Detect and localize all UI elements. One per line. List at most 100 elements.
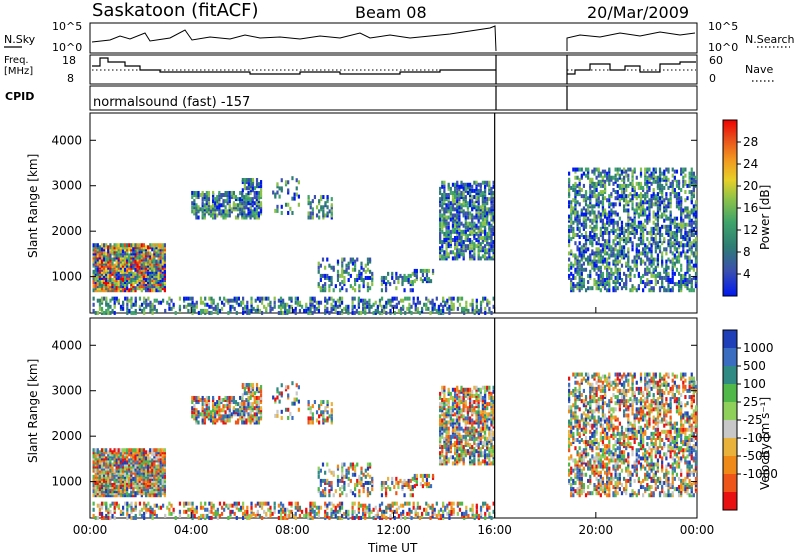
power-cell [144, 282, 148, 287]
power-cell [471, 298, 474, 303]
power-cell [199, 310, 203, 315]
velocity-cell [153, 470, 156, 475]
power-cell [629, 278, 632, 282]
power-cell [153, 251, 156, 256]
power-cell [591, 208, 594, 213]
power-cell [153, 271, 156, 276]
velocity-cell [142, 489, 146, 494]
velocity-cell [140, 493, 143, 498]
power-cell [631, 173, 634, 178]
power-cell [253, 209, 256, 214]
velocity-cell [111, 485, 114, 490]
velocity-cell [274, 397, 277, 402]
velocity-cell [236, 420, 240, 425]
power-cell [204, 310, 207, 315]
power-cell [96, 257, 99, 262]
power-cell [633, 208, 636, 213]
velocity-cell [92, 493, 95, 498]
power-cell [347, 278, 350, 282]
power-cell [149, 263, 152, 268]
power-cell [307, 199, 310, 204]
power-cell [449, 242, 452, 247]
power-cell [458, 296, 462, 301]
power-cell [354, 259, 357, 264]
power-cell [117, 251, 120, 256]
power-cell [317, 265, 320, 270]
power-cell [94, 269, 97, 274]
power-cell [418, 310, 422, 315]
power-cell [690, 218, 693, 223]
power-cell [362, 308, 365, 313]
power-cell [584, 247, 588, 252]
power-cell [694, 224, 698, 229]
power-cell [599, 192, 602, 197]
power-cell [690, 265, 693, 270]
velocity-cell [253, 418, 256, 423]
power-cell [96, 271, 99, 276]
power-cell [134, 243, 137, 248]
power-cell [671, 286, 674, 291]
power-cell [451, 182, 455, 187]
power-cell [320, 195, 323, 200]
velocity-cell [326, 410, 329, 415]
power-cell [656, 202, 660, 207]
power-cell [128, 280, 131, 285]
power-cell [680, 284, 683, 289]
power-cell [98, 245, 102, 250]
power-cell [239, 197, 242, 202]
power-cell [442, 308, 445, 313]
power-cell [142, 284, 146, 289]
power-cell [587, 171, 590, 176]
power-cell [603, 230, 607, 235]
power-cell [362, 278, 365, 282]
power-cell [574, 214, 577, 219]
power-cell [456, 298, 459, 303]
power-cell [610, 202, 613, 207]
power-cell [115, 275, 118, 280]
power-cell [637, 212, 640, 217]
velocity-cell [326, 480, 329, 485]
power-cell [244, 306, 247, 311]
power-cell [488, 300, 491, 305]
power-cell [597, 192, 600, 197]
power-cell [572, 198, 575, 203]
velocity-cell [203, 418, 206, 423]
power-cell [142, 265, 146, 270]
power-cell [597, 196, 600, 201]
power-cell [669, 181, 672, 186]
power-cell [136, 245, 139, 250]
power-cell [232, 195, 236, 200]
power-cell [245, 197, 248, 202]
power-cell [673, 239, 676, 244]
power-cell [151, 265, 154, 270]
power-cell [255, 201, 258, 206]
power-cell [677, 241, 681, 246]
velocity-cell [100, 476, 104, 481]
velocity-cell [280, 393, 283, 398]
power-cell [591, 251, 594, 256]
velocity-cell [276, 387, 279, 392]
power-cell [669, 220, 672, 225]
power-cell [492, 225, 495, 230]
velocity-cell [307, 404, 310, 409]
velocity-cell [105, 468, 108, 473]
power-cell [656, 243, 660, 248]
power-cell [488, 211, 491, 216]
velocity-cell [115, 483, 118, 487]
power-cell [288, 296, 291, 301]
power-cell [113, 263, 116, 268]
power-cell [136, 261, 139, 266]
power-cell [103, 245, 106, 250]
velocity-cell [251, 402, 254, 407]
velocity-cell [113, 452, 116, 457]
power-cell [441, 215, 444, 220]
power-cell [684, 190, 687, 195]
power-cell [688, 222, 691, 227]
power-cell [466, 205, 470, 210]
velocity-cell [226, 406, 229, 411]
power-cell [589, 233, 592, 237]
power-cell [669, 212, 672, 217]
power-cell [197, 195, 200, 200]
power-cell [648, 280, 651, 285]
power-cell [187, 296, 190, 301]
